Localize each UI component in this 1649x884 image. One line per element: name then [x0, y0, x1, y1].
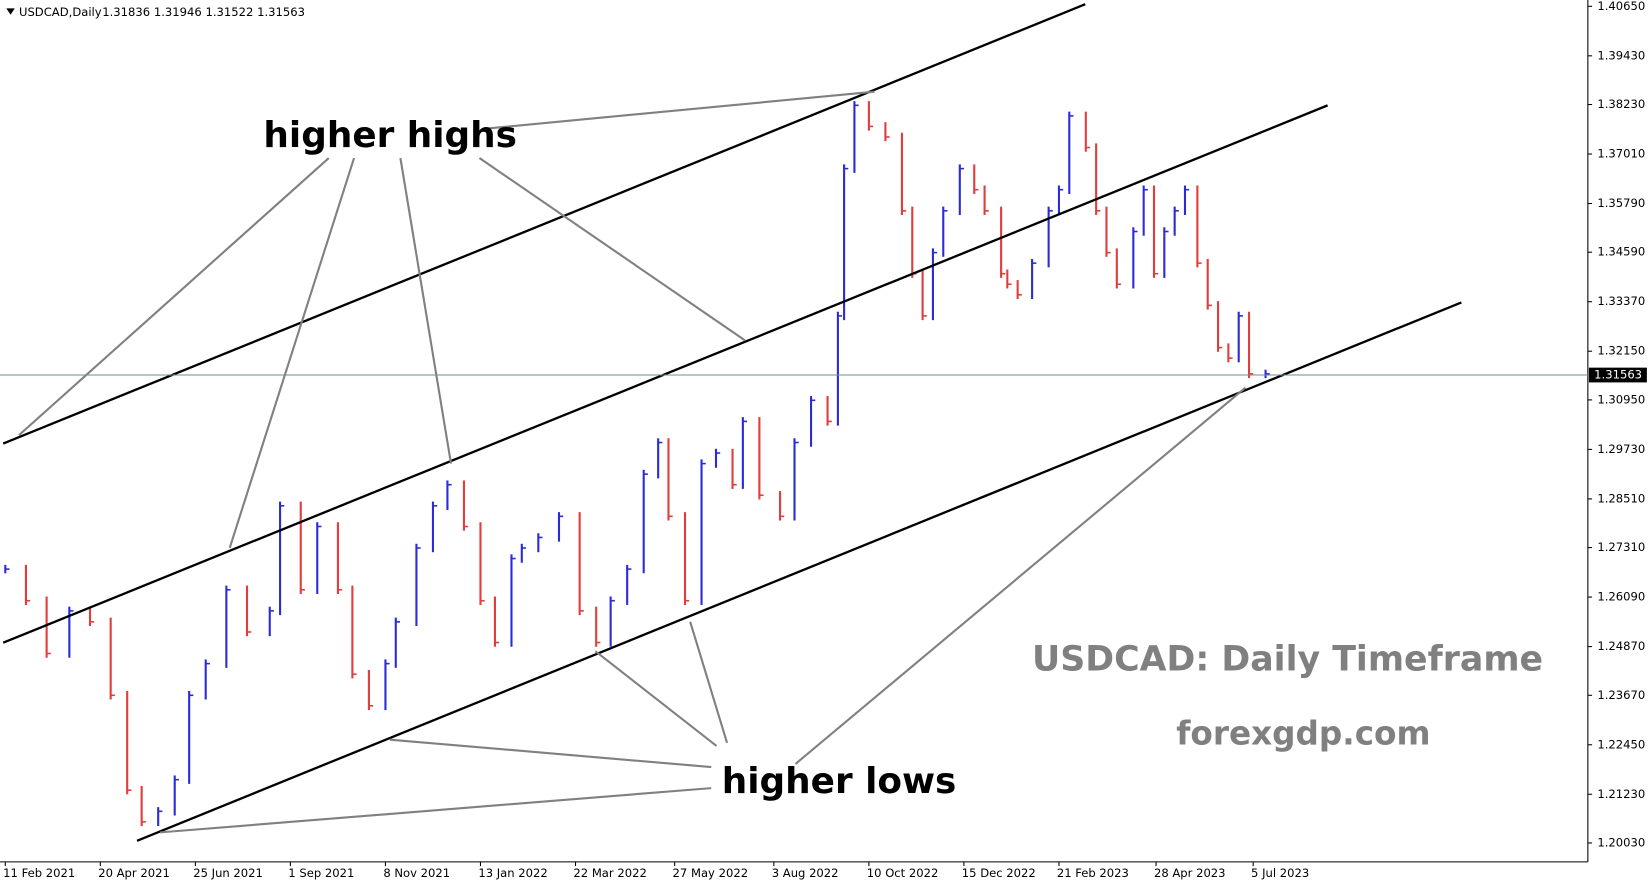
pointer — [399, 157, 453, 464]
y-tick-label: 1.29730 — [1597, 442, 1645, 456]
quote: 1.31836 1.31946 1.31522 1.31563 — [102, 5, 305, 19]
quote-value: 1.31563 — [257, 5, 305, 19]
y-tick-label: 1.35790 — [1597, 196, 1645, 210]
y-tick-label: 1.40650 — [1597, 0, 1645, 13]
y-tick-label: 1.33370 — [1597, 294, 1645, 308]
quote-value: 1.31946 — [154, 5, 202, 19]
pointer — [160, 787, 712, 834]
x-tick-label: 15 Dec 2022 — [962, 866, 1036, 880]
x-tick-label: 5 Jul 2023 — [1251, 866, 1309, 880]
y-tick-label: 1.27310 — [1597, 540, 1645, 554]
price-label: 1.31563 — [1594, 368, 1642, 382]
pointer — [594, 650, 718, 747]
price-bars — [4, 101, 1270, 827]
symbol: USDCAD,Daily — [19, 5, 102, 19]
x-tick-label: 25 Jun 2021 — [193, 866, 263, 880]
x-tick-label: 22 Mar 2022 — [573, 866, 646, 880]
channel-line — [2, 3, 1086, 445]
x-tick-label: 8 Nov 2021 — [383, 866, 450, 880]
x-tick-label: 21 Feb 2023 — [1057, 866, 1129, 880]
annotation: higher lows — [722, 761, 957, 802]
x-tick-label: 3 Aug 2022 — [772, 866, 839, 880]
y-tick-label: 1.20030 — [1597, 835, 1645, 849]
y-tick-label: 1.34590 — [1597, 245, 1645, 259]
pointer — [389, 738, 712, 769]
pointer — [228, 157, 356, 549]
x-tick-label: 10 Oct 2022 — [867, 866, 939, 880]
pointer-lines — [18, 90, 1247, 834]
pointer — [794, 386, 1247, 765]
y-tick-label: 1.32150 — [1597, 344, 1645, 358]
quote-value: 1.31836 — [102, 5, 150, 19]
y-tick-label: 1.24870 — [1597, 639, 1645, 653]
x-tick-label: 20 Apr 2021 — [98, 866, 170, 880]
y-tick-label: 1.26090 — [1597, 590, 1645, 604]
x-tick-label: 1 Sep 2021 — [288, 866, 354, 880]
y-tick-label: 1.38230 — [1597, 97, 1645, 111]
price-box — [1588, 367, 1647, 383]
quote-value: 1.31522 — [205, 5, 253, 19]
y-tick-label: 1.28510 — [1597, 491, 1645, 505]
pointer — [18, 157, 330, 436]
caption: USDCAD: Daily Timeframe — [1032, 640, 1543, 680]
pointer — [486, 90, 875, 130]
x-tick-label: 28 Apr 2023 — [1154, 866, 1226, 880]
pointer — [689, 621, 729, 744]
y-tick-label: 1.23670 — [1597, 688, 1645, 702]
x-tick-label: 13 Jan 2022 — [478, 866, 547, 880]
y-tick-label: 1.39430 — [1597, 48, 1645, 62]
site-name: forexgdp.com — [1176, 714, 1430, 752]
menu-arrow[interactable] — [6, 8, 15, 15]
annotation: higher highs — [263, 115, 517, 156]
channel-line — [2, 104, 1329, 644]
x-tick-label: 11 Feb 2021 — [3, 866, 75, 880]
y-tick-label: 1.21230 — [1597, 787, 1645, 801]
x-tick-label: 27 May 2022 — [673, 866, 749, 880]
y-tick-label: 1.30950 — [1597, 392, 1645, 406]
y-tick-label: 1.37010 — [1597, 147, 1645, 161]
pointer — [478, 157, 746, 342]
y-tick-label: 1.22450 — [1597, 737, 1645, 751]
